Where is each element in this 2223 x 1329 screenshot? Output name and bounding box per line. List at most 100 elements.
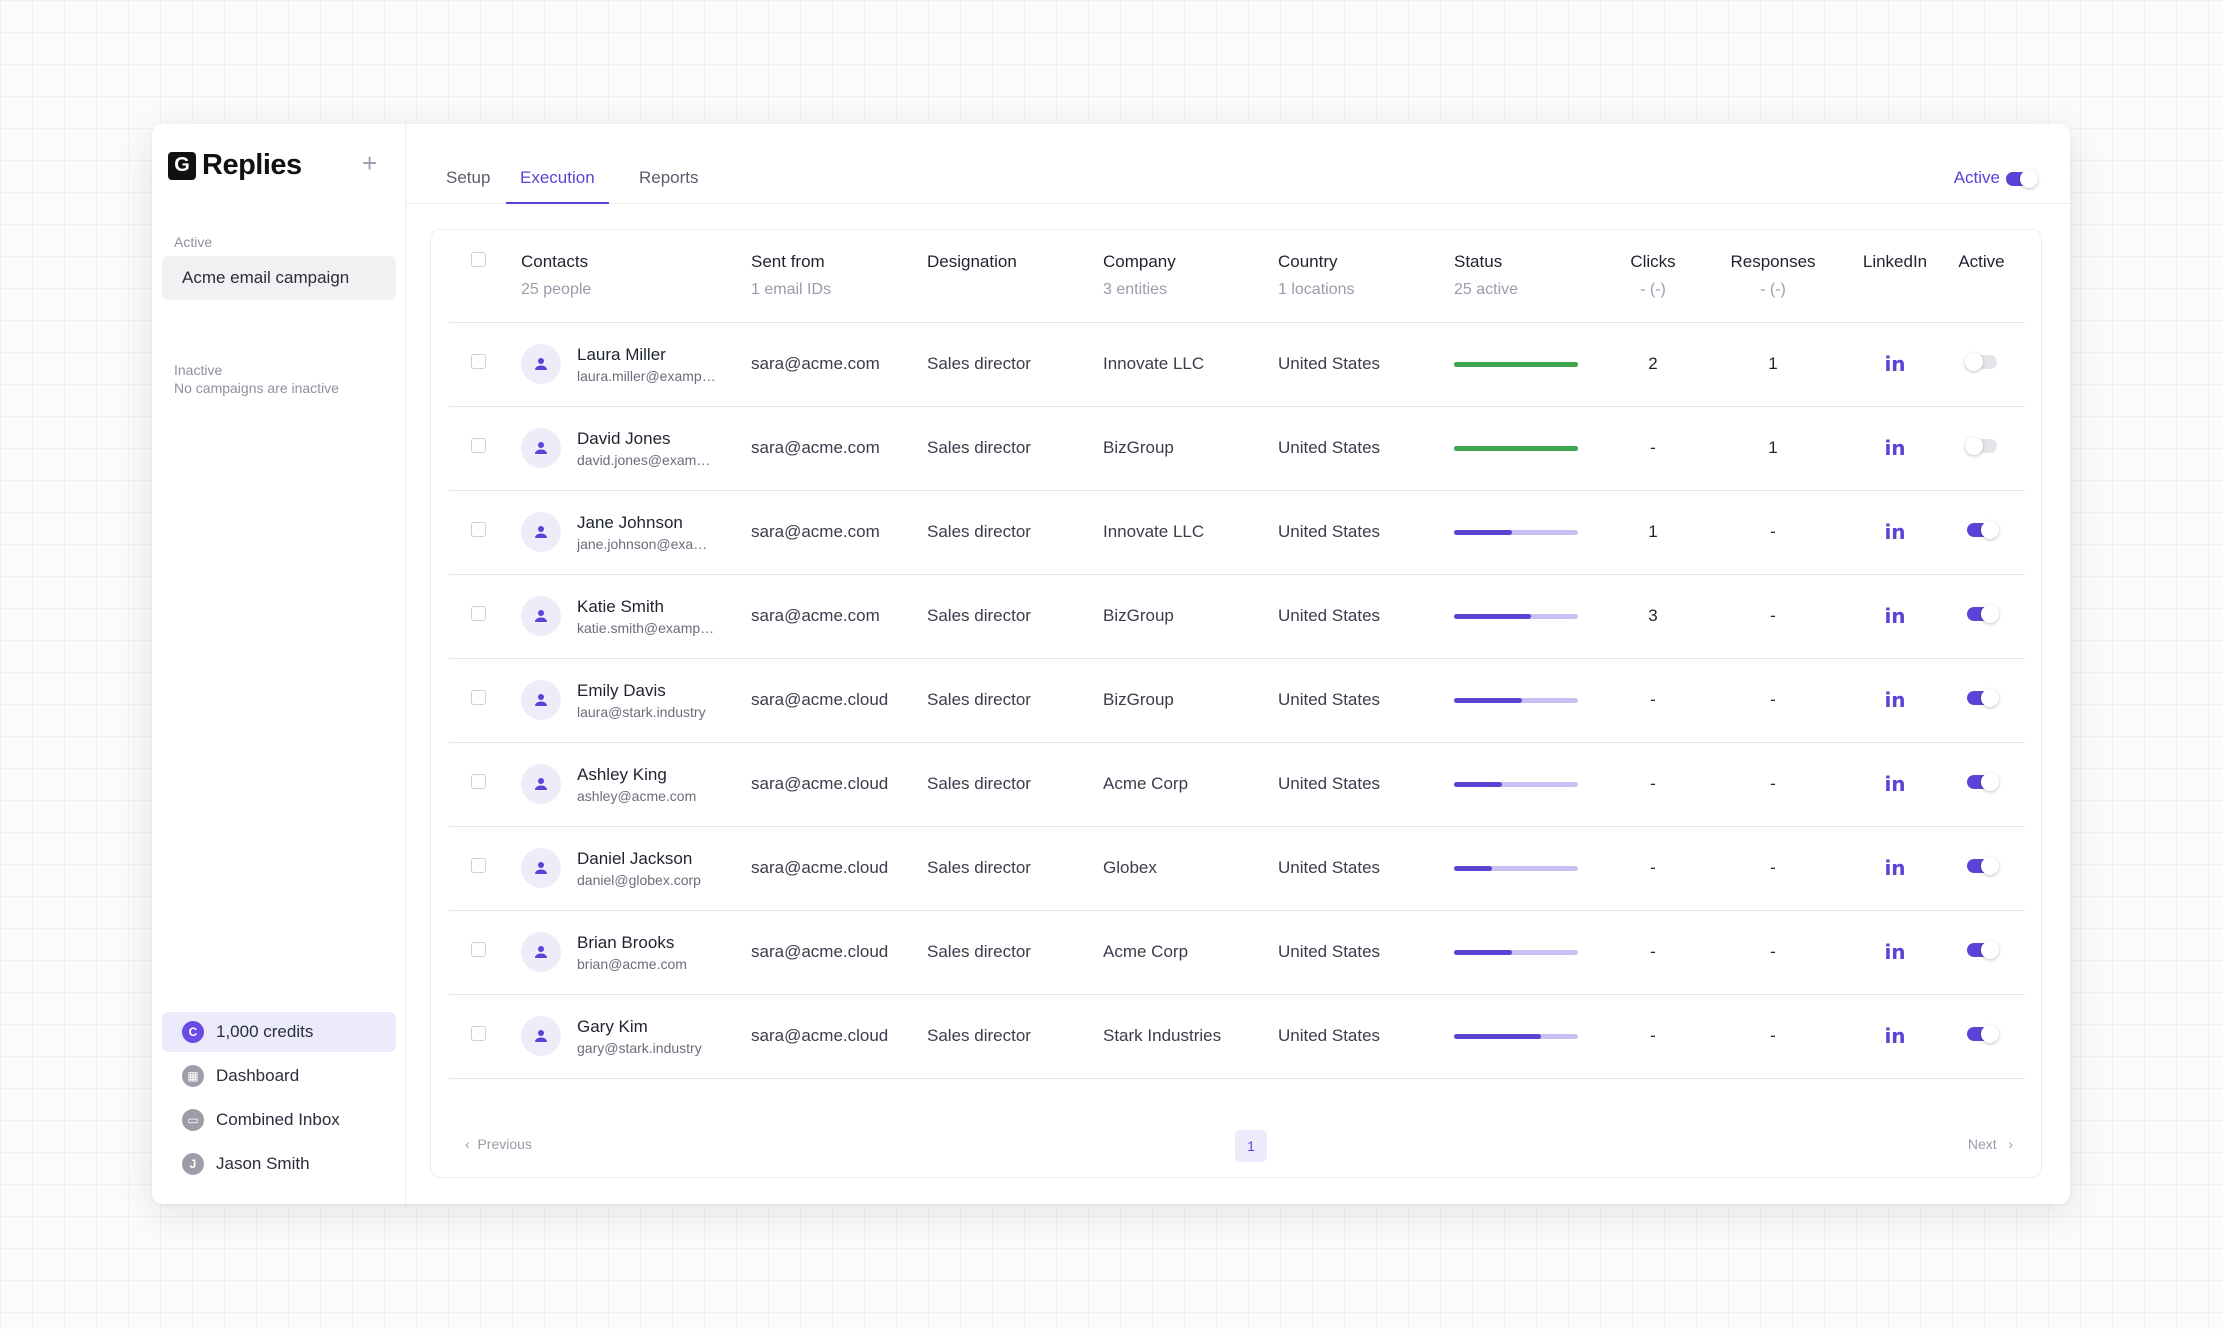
sent-from-cell: sara@acme.cloud [751,994,927,1079]
person-icon [521,848,561,888]
sidebar-item-user[interactable]: J Jason Smith [162,1144,396,1184]
contact-email: brian@acme.com [577,955,687,972]
header-contacts[interactable]: Contacts 25 people [521,230,751,323]
tab-execution[interactable]: Execution [506,168,609,204]
table-row[interactable]: Katie Smith katie.smith@example.com sara@a… [449,574,2025,659]
linkedin-icon[interactable]: in [1884,772,1906,796]
table-row[interactable]: Ashley King ashley@acme.com sara@acme.clou… [449,742,2025,827]
header-active-title: Active [1958,252,2005,271]
previous-page-button[interactable]: ‹ Previous [465,1136,532,1152]
header-designation[interactable]: Designation [927,230,1103,323]
next-page-button[interactable]: Next › [1968,1136,2013,1152]
sidebar-item-combined-inbox[interactable]: ▭ Combined Inbox [162,1100,396,1140]
sidebar: G Replies + Active Acme email campaign I… [152,124,406,1204]
responses-cell: - [1694,826,1852,911]
row-checkbox[interactable] [471,1026,486,1041]
table-row[interactable]: David Jones david.jones@example.com sara@a… [449,406,2025,491]
contact-active-toggle[interactable] [1966,857,1999,875]
header-linkedin-title: LinkedIn [1862,252,1928,271]
contact-active-toggle[interactable] [1966,521,1999,539]
header-linkedin[interactable]: LinkedIn [1852,230,1938,323]
table-row[interactable]: Gary Kim gary@stark.industry sara@acme.clo… [449,994,2025,1079]
row-checkbox[interactable] [471,606,486,621]
row-checkbox[interactable] [471,858,486,873]
row-checkbox[interactable] [471,438,486,453]
row-checkbox[interactable] [471,522,486,537]
contact-active-toggle[interactable] [1966,605,1999,623]
linkedin-icon[interactable]: in [1884,436,1906,460]
credits-item[interactable]: C 1,000 credits [162,1012,396,1052]
contact-active-toggle[interactable] [1966,1025,1999,1043]
header-country[interactable]: Country 1 locations [1278,230,1454,323]
linkedin-icon[interactable]: in [1884,688,1906,712]
header-sent-from-sub: 1 email IDs [751,281,832,298]
linkedin-icon[interactable]: in [1884,1024,1906,1048]
user-avatar-icon: J [182,1153,204,1175]
tab-reports[interactable]: Reports [639,168,699,187]
status-progress-bar [1454,865,1578,871]
inbox-icon: ▭ [182,1109,204,1131]
person-icon [521,428,561,468]
tab-setup[interactable]: Setup [446,168,491,187]
add-campaign-button[interactable]: + [362,148,378,178]
linkedin-icon[interactable]: in [1884,604,1906,628]
contact-cell: Daniel Jackson daniel@globex.corp [521,848,751,888]
contact-cell: Emily Davis laura@stark.industry [521,680,751,720]
designation-cell: Sales director [927,658,1103,743]
linkedin-icon[interactable]: in [1884,520,1906,544]
campaign-active-toggle[interactable] [2006,170,2038,188]
designation-cell: Sales director [927,490,1103,575]
row-checkbox[interactable] [471,690,486,705]
designation-cell: Sales director [927,406,1103,491]
contact-active-toggle[interactable] [1966,941,1999,959]
contact-active-toggle[interactable] [1966,689,1999,707]
linkedin-icon[interactable]: in [1884,940,1906,964]
contact-cell: Ashley King ashley@acme.com [521,764,751,804]
contact-name: Katie Smith [577,596,664,616]
header-sent-from[interactable]: Sent from 1 email IDs [751,230,927,323]
contact-email: gary@stark.industry [577,1039,702,1056]
table-row[interactable]: Emily Davis laura@stark.industry sara@acme… [449,658,2025,743]
sent-from-cell: sara@acme.com [751,406,927,491]
contacts-table-card: Contacts 25 people Sent from 1 email IDs… [430,229,2042,1178]
company-cell: Globex [1103,826,1278,911]
header-country-title: Country [1278,252,1338,271]
person-icon [521,344,561,384]
table-row[interactable]: Daniel Jackson daniel@globex.corp sara@acm… [449,826,2025,911]
sidebar-item-campaign[interactable]: Acme email campaign [162,256,396,300]
contact-active-toggle[interactable] [1964,353,1997,371]
inactive-section-label: Inactive [174,362,223,378]
status-progress-fill [1454,781,1503,787]
row-checkbox[interactable] [471,354,486,369]
clicks-cell: - [1612,742,1694,827]
responses-cell: - [1694,994,1852,1079]
sent-from-cell: sara@acme.cloud [751,826,927,911]
header-status[interactable]: Status 25 active [1454,230,1612,323]
company-cell: BizGroup [1103,574,1278,659]
sent-from-cell: sara@acme.cloud [751,742,927,827]
header-company[interactable]: Company 3 entities [1103,230,1278,323]
contact-active-toggle[interactable] [1964,437,1997,455]
contact-active-toggle[interactable] [1966,773,1999,791]
page-number-button[interactable]: 1 [1235,1130,1267,1162]
row-checkbox[interactable] [471,942,486,957]
row-checkbox[interactable] [471,774,486,789]
status-progress-fill [1454,613,1531,619]
logo: G Replies [168,149,302,182]
header-active[interactable]: Active [1938,230,2025,323]
sidebar-item-dashboard[interactable]: ▦ Dashboard [162,1056,396,1096]
next-label: Next [1967,1136,1997,1152]
person-icon [521,512,561,552]
table-row[interactable]: Laura Miller laura.miller@example.com sara… [449,322,2025,407]
header-responses[interactable]: Responses - (-) [1694,230,1852,323]
header-clicks[interactable]: Clicks - (-) [1612,230,1694,323]
table-row[interactable]: Jane Johnson jane.johnson@example.com sara… [449,490,2025,575]
chevron-right-icon: › [2008,1136,2013,1152]
linkedin-icon[interactable]: in [1884,352,1906,376]
select-all-checkbox[interactable] [471,252,486,267]
app-name: Replies [202,149,302,181]
status-progress-bar [1454,529,1578,535]
app-window: G Replies + Active Acme email campaign I… [152,124,2070,1204]
table-row[interactable]: Brian Brooks brian@acme.com sara@acme.clou… [449,910,2025,995]
linkedin-icon[interactable]: in [1884,856,1906,880]
